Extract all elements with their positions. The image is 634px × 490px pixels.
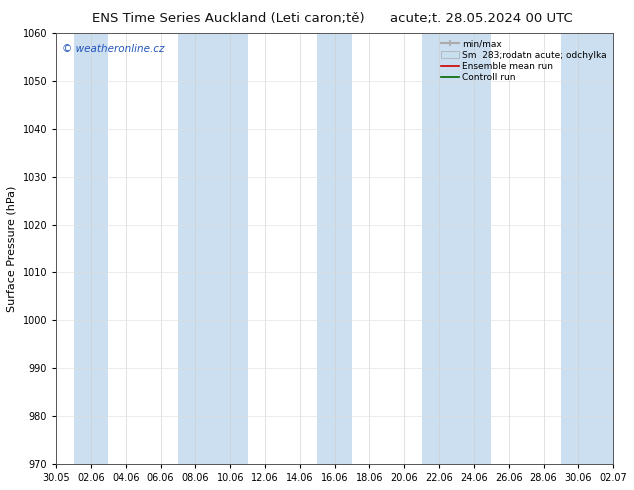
Text: ENS Time Series Auckland (Leti caron;tě): ENS Time Series Auckland (Leti caron;tě) xyxy=(92,12,365,25)
Legend: min/max, Sm  283;rodatn acute; odchylka, Ensemble mean run, Controll run: min/max, Sm 283;rodatn acute; odchylka, … xyxy=(439,38,609,84)
Y-axis label: Surface Pressure (hPa): Surface Pressure (hPa) xyxy=(7,185,17,312)
Bar xyxy=(178,33,248,464)
Text: © weatheronline.cz: © weatheronline.cz xyxy=(61,44,164,54)
Bar xyxy=(422,33,491,464)
Bar xyxy=(74,33,108,464)
Bar xyxy=(317,33,352,464)
Bar xyxy=(561,33,613,464)
Text: acute;t. 28.05.2024 00 UTC: acute;t. 28.05.2024 00 UTC xyxy=(391,12,573,25)
